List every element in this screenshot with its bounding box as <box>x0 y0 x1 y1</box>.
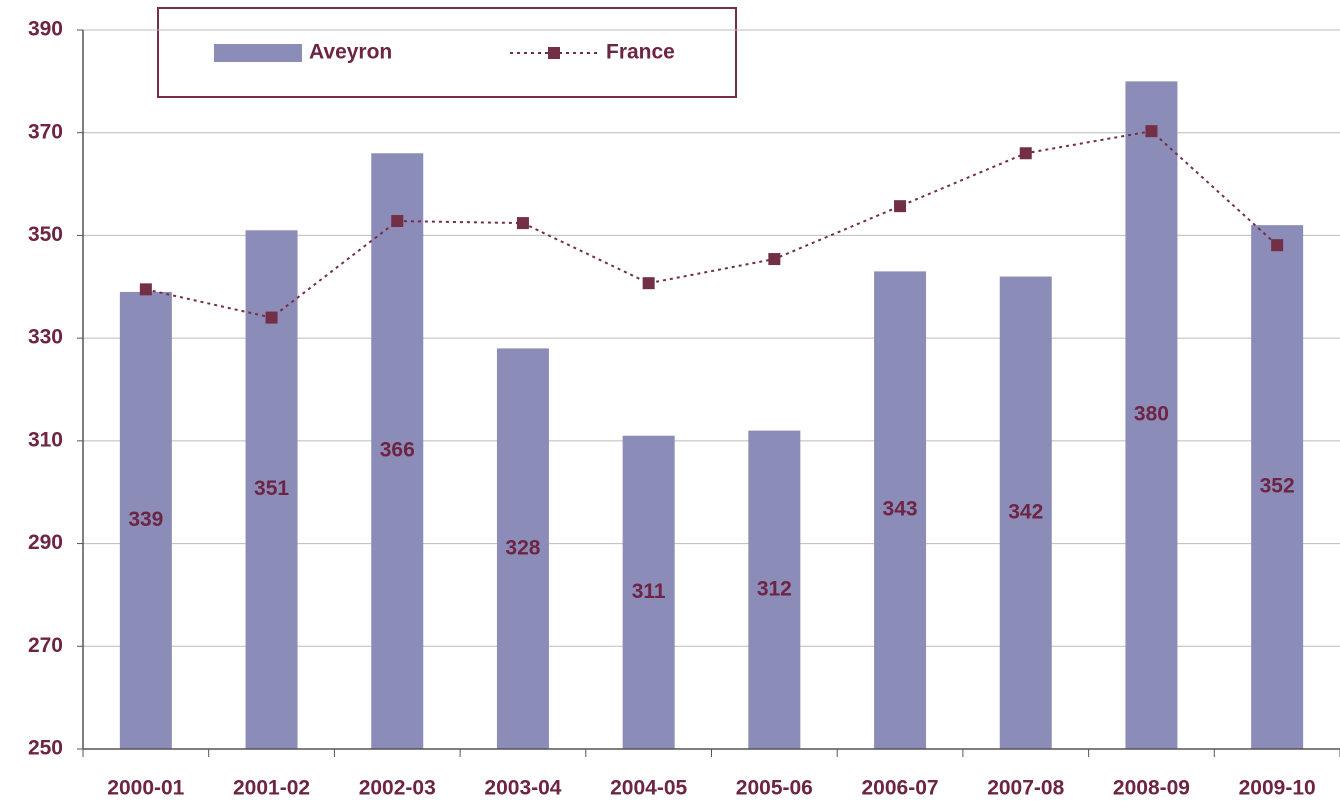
y-tick-label: 250 <box>28 737 63 760</box>
x-tick-label: 2004-05 <box>610 777 687 800</box>
bar <box>874 271 927 749</box>
legend-marker <box>548 47 560 59</box>
marker <box>139 283 152 296</box>
line <box>145 130 1278 319</box>
y-tick-label: 390 <box>28 18 63 41</box>
x-tick-label: 2000-01 <box>107 777 184 800</box>
data-label: 342 <box>1008 500 1043 523</box>
bar <box>496 348 549 749</box>
data-label: 343 <box>883 498 918 521</box>
data-label: 328 <box>505 536 540 559</box>
marker <box>894 200 907 213</box>
bar <box>622 435 675 749</box>
data-label: 352 <box>1260 475 1295 498</box>
y-tick-label: 330 <box>28 326 63 349</box>
marker <box>516 217 529 230</box>
x-tick-label: 2001-02 <box>233 777 310 800</box>
x-tick-label: 2008-09 <box>1113 777 1190 800</box>
legend-label: France <box>606 41 675 64</box>
marker <box>391 215 404 228</box>
bar <box>748 430 801 749</box>
marker <box>265 311 278 324</box>
marker <box>768 253 781 266</box>
x-tick-label: 2006-07 <box>862 777 939 800</box>
y-tick-label: 310 <box>28 428 63 451</box>
x-tick-label: 2003-04 <box>484 777 561 800</box>
legend-label: Aveyron <box>309 41 392 64</box>
x-tick-label: 2007-08 <box>987 777 1064 800</box>
data-label: 380 <box>1134 403 1169 426</box>
bar <box>1125 81 1178 750</box>
bar <box>119 291 172 749</box>
data-label: 339 <box>128 508 163 531</box>
x-tick-label: 2002-03 <box>359 777 436 800</box>
y-tick-label: 350 <box>28 223 63 246</box>
x-tick-label: 2005-06 <box>736 777 813 800</box>
y-tick-label: 290 <box>28 531 63 554</box>
bar <box>1251 225 1304 749</box>
data-label: 351 <box>254 477 289 500</box>
marker <box>1271 239 1284 252</box>
data-label: 311 <box>632 580 666 603</box>
marker <box>642 277 655 290</box>
legend-swatch <box>214 44 302 62</box>
y-tick-label: 370 <box>28 120 63 143</box>
data-label: 366 <box>380 439 415 462</box>
x-tick-label: 2009-10 <box>1239 777 1316 800</box>
marker <box>1019 147 1032 160</box>
marker <box>1145 125 1158 138</box>
data-label: 312 <box>757 577 792 600</box>
y-tick-label: 270 <box>28 634 63 657</box>
bar <box>999 276 1052 749</box>
bar <box>371 153 424 749</box>
